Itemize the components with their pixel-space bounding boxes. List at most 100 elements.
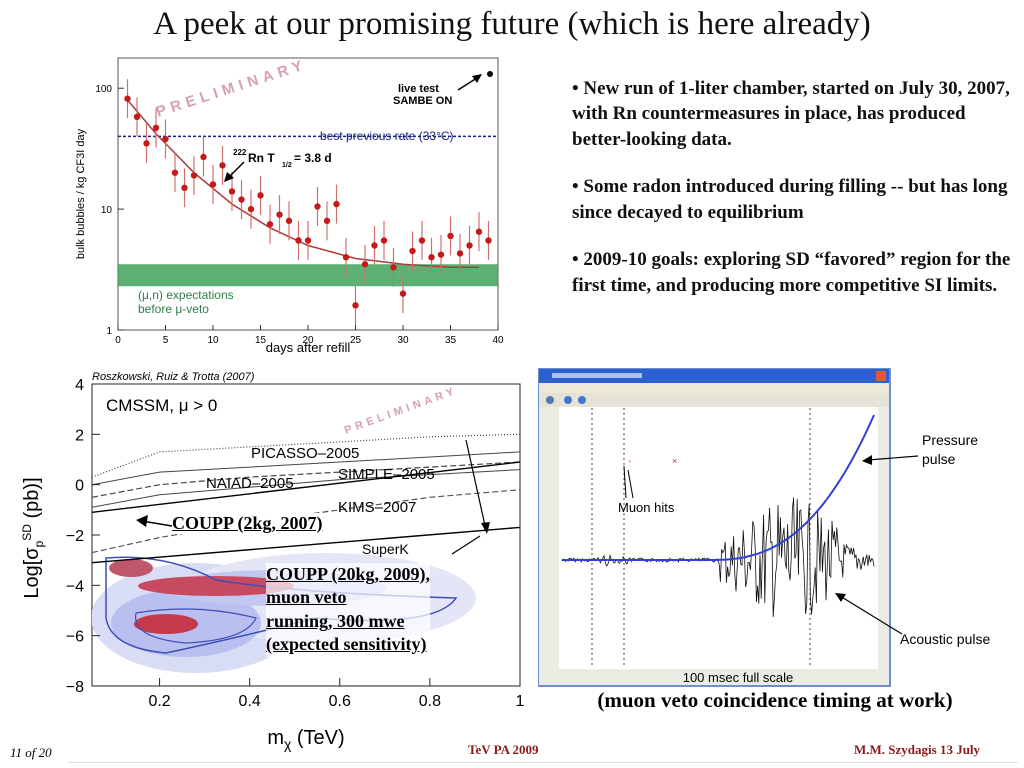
footer-divider: [68, 762, 1018, 763]
point-marker: [380, 237, 388, 244]
point-marker: [399, 290, 407, 297]
data-point: [409, 231, 416, 271]
limit-curve: [92, 526, 520, 564]
page-number: 11 of 20: [10, 745, 52, 760]
point-marker: [447, 232, 454, 240]
c1-live-test: live test: [398, 83, 439, 95]
point-marker: [304, 237, 312, 244]
point-marker: [190, 172, 198, 179]
c2-label-naiad: NAIAD–2005: [206, 475, 294, 492]
scope-pressure-label-2: pulse: [922, 451, 956, 467]
point-marker: [418, 237, 426, 244]
bullet-1: • New run of 1-liter chamber, started on…: [572, 78, 1010, 150]
x-tick-label: 0: [115, 335, 121, 346]
point-marker: [247, 205, 255, 213]
forward-icon[interactable]: [578, 396, 586, 404]
c2-model-label: CMSSM, μ > 0: [106, 396, 217, 415]
point-marker: [209, 181, 217, 188]
x-tick-label: 40: [492, 335, 504, 346]
c1-live-arrowhead: [472, 74, 482, 83]
bullet-2: • Some radon introduced during filling -…: [572, 176, 1008, 223]
y-tick-label: 1: [106, 326, 112, 337]
data-point: [437, 235, 445, 275]
scope-close-button[interactable]: [876, 371, 886, 381]
c2-label-superk: SuperK: [362, 541, 409, 557]
bullet-list: • New run of 1-liter chamber, started on…: [572, 76, 1018, 320]
data-point: [352, 285, 359, 325]
data-point: [285, 201, 293, 241]
data-point: [219, 145, 226, 185]
x-tick-label: 0.6: [329, 693, 351, 710]
point-marker: [456, 250, 464, 257]
data-point: [171, 153, 179, 193]
point-marker: [238, 196, 245, 203]
point-marker: [361, 261, 369, 268]
coupp-20kg-line-4: (expected sensitivity): [266, 634, 427, 655]
scope-right-scrollbar[interactable]: [878, 407, 889, 669]
x-tick-label: 0.8: [419, 693, 441, 710]
c1-rn-sub: 1/2: [282, 162, 292, 169]
pressure-trace: [562, 414, 875, 561]
c1-best-rate-label: best previous rate (33°C): [320, 129, 454, 143]
scope-left-toolstrip: [539, 407, 559, 669]
data-point: [428, 237, 435, 277]
point-marker: [323, 217, 331, 225]
x-tick-label: 0.2: [148, 693, 170, 710]
c2-x-axis-label: mχ (TeV): [267, 727, 344, 752]
data-point: [342, 237, 350, 277]
data-point: [304, 220, 312, 261]
scope-pressure-label-1: Pressure: [922, 432, 978, 448]
point-marker: [200, 153, 207, 161]
limit-curve: [92, 461, 520, 513]
point-marker: [390, 264, 397, 271]
conference-label: TeV PA 2009: [468, 742, 539, 757]
data-point: [257, 175, 264, 215]
data-point: [314, 187, 321, 227]
y-tick-label: −8: [66, 679, 84, 696]
point-marker: [181, 184, 188, 192]
data-point: [266, 204, 274, 244]
scope-muon-label: Muon hits: [618, 500, 675, 515]
data-point: [399, 274, 407, 314]
point-marker: [371, 242, 378, 249]
data-point: [181, 168, 188, 208]
data-point: [190, 155, 198, 195]
x-tick-label: 30: [397, 335, 409, 346]
data-point: [390, 247, 397, 287]
save-icon[interactable]: [546, 396, 554, 404]
coupp-2kg-label: COUPP (2kg, 2007): [172, 513, 323, 534]
c2-label-picasso: PICASSO–2005: [251, 445, 359, 462]
c2-label-kims: KIMS–2007: [338, 499, 416, 516]
x-tick-label: 25: [350, 335, 362, 346]
limit-curve: [92, 461, 520, 498]
c1-rn-value: = 3.8 d: [294, 151, 332, 165]
y-tick-label: 4: [75, 377, 84, 394]
point-marker: [171, 169, 179, 176]
acoustic-arrow: [839, 595, 903, 635]
scope-statusbar: [539, 669, 889, 685]
c1-live-point: [487, 71, 493, 77]
c2-y-axis-label: Log[σpSD (pb)]: [20, 477, 46, 598]
point-marker: [285, 217, 293, 225]
point-marker: [143, 140, 150, 147]
point-marker: [257, 192, 264, 199]
c2-arrow-pointer-1-head: [481, 522, 490, 534]
point-marker: [152, 124, 160, 132]
point-marker: [485, 237, 492, 244]
point-marker: [333, 200, 340, 208]
pressure-arrow: [867, 455, 919, 461]
data-point: [133, 97, 141, 137]
c1-x-axis-label: days after refill: [266, 340, 351, 355]
point-marker: [409, 247, 416, 255]
y-tick-label: 2: [75, 427, 84, 444]
data-point: [475, 212, 483, 252]
author-date: M.M. Szydagis 13 July: [854, 742, 981, 757]
coupp-20kg-line-3: running, 300 mwe: [266, 610, 405, 631]
back-icon[interactable]: [564, 396, 572, 404]
data-point: [466, 225, 473, 266]
cmssm-chart: 0.2 0.4 0.6 0.8 1 4 2 0 −2 −4 −6 −8 Roszkowski, Ru…: [20, 371, 525, 752]
data-point: [447, 216, 454, 256]
point-marker: [428, 254, 435, 261]
scope-acoustic-label: Acoustic pulse: [900, 631, 990, 647]
limit-curve: [92, 433, 520, 478]
